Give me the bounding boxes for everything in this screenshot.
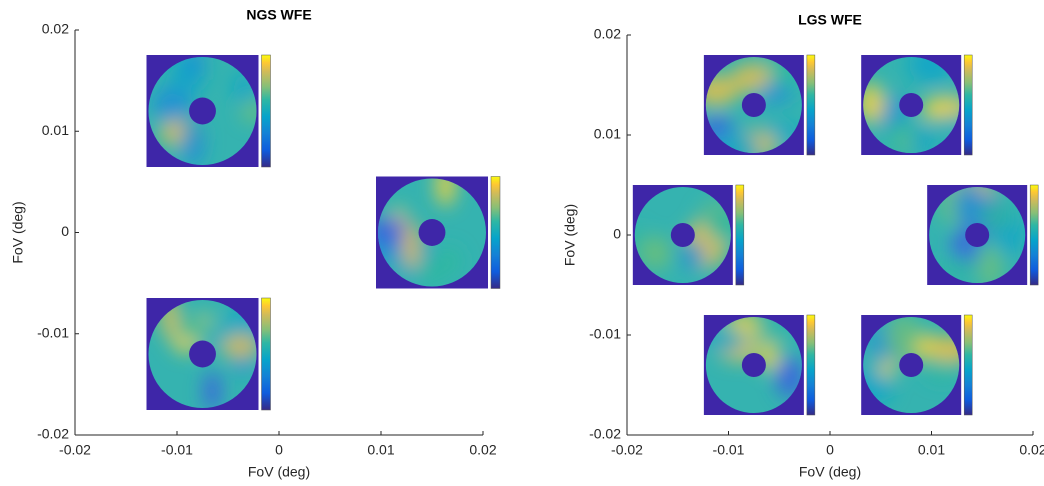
x-tick-label: 0.02	[469, 442, 496, 458]
map-hole	[418, 219, 446, 246]
map-texture	[378, 178, 462, 286]
y-tick-label: 0.01	[42, 122, 69, 138]
map-hole	[899, 353, 924, 377]
map-hole	[189, 340, 216, 368]
wavefront-map	[146, 54, 271, 168]
x-tick-label: -0.02	[611, 442, 643, 458]
map-texture	[161, 300, 257, 408]
y-tick-label: 0.01	[594, 126, 621, 142]
x-tick-label: -0.02	[59, 442, 91, 458]
y-tick-label: -0.02	[589, 426, 621, 442]
chart-panel: NGS WFE -0.02 -0.01 0 0.01 0.02 -0.02 -0.01 0 0.0…	[10, 7, 501, 480]
x-tick-label: 0.02	[1019, 442, 1044, 458]
map-hole	[965, 223, 990, 247]
x-axis-label: FoV (deg)	[799, 464, 861, 480]
map-blob	[179, 120, 206, 165]
colorbar	[806, 314, 816, 416]
map-blob	[712, 130, 760, 153]
wavefront-map	[861, 314, 973, 416]
map-blob	[639, 235, 672, 270]
map-hole	[899, 93, 924, 117]
map-blob	[928, 336, 960, 362]
map-blob	[923, 96, 960, 119]
y-tick-label: 0	[613, 226, 621, 242]
colorbar	[490, 176, 501, 289]
map-disc	[148, 300, 257, 408]
x-axis-label: FoV (deg)	[248, 464, 310, 480]
map-blob	[731, 62, 771, 93]
colorbar	[735, 184, 745, 286]
map-blob	[435, 178, 456, 207]
chart-title: NGS WFE	[246, 7, 311, 23]
map-hole	[189, 97, 216, 125]
y-tick-label: 0	[61, 223, 69, 239]
map-texture	[705, 57, 802, 153]
y-axis-label: FoV (deg)	[562, 204, 578, 266]
y-tick-label: -0.01	[589, 326, 621, 342]
map-blob	[240, 99, 257, 123]
colorbar	[261, 54, 271, 168]
colorbar	[963, 54, 973, 156]
x-tick-label: 0	[826, 442, 834, 458]
map-blob	[152, 84, 193, 125]
x-tick-label: -0.01	[161, 442, 193, 458]
y-axis-label: FoV (deg)	[10, 201, 26, 263]
map-blob	[878, 359, 896, 377]
wavefront-map	[861, 54, 973, 156]
x-tick-label: -0.01	[713, 442, 745, 458]
map-disc	[378, 178, 486, 287]
x-tick-label: 0.01	[918, 442, 945, 458]
wavefront-map	[376, 176, 501, 289]
x-tick-label: 0	[275, 442, 283, 458]
x-tick-label: 0.01	[367, 442, 394, 458]
wavefront-map	[632, 184, 745, 286]
colorbar	[806, 54, 816, 156]
map-texture	[863, 317, 960, 405]
colorbar	[963, 314, 973, 416]
map-blob	[169, 316, 215, 341]
map-disc	[863, 317, 960, 413]
map-blob	[884, 317, 921, 361]
map-blob	[910, 125, 935, 153]
map-blob	[705, 74, 739, 107]
map-blob	[203, 370, 222, 408]
y-tick-label: -0.01	[37, 324, 69, 340]
map-blob	[634, 226, 646, 256]
colorbar	[261, 297, 271, 411]
map-blob	[418, 258, 446, 286]
chart-panel: LGS WFE -0.02 -0.01 0 0.01 0.02 -0.02 -0.01 0 0.0…	[562, 12, 1044, 480]
map-blob	[908, 57, 954, 84]
map-blob	[704, 208, 731, 243]
map-blob	[925, 360, 960, 382]
map-blob	[756, 83, 793, 104]
chart-title: LGS WFE	[798, 12, 862, 28]
map-blob	[402, 222, 421, 271]
map-hole	[670, 223, 695, 247]
map-hole	[741, 93, 766, 117]
wavefront-map	[927, 184, 1039, 286]
map-blob	[378, 216, 413, 246]
y-tick-label: -0.02	[37, 426, 69, 442]
y-tick-label: 0.02	[594, 26, 621, 42]
wavefront-map	[703, 54, 816, 156]
wavefront-map	[703, 314, 816, 416]
wavefront-map	[146, 297, 271, 411]
map-blob	[978, 245, 1003, 283]
map-hole	[741, 353, 766, 377]
map-blob	[221, 334, 257, 359]
y-tick-label: 0.02	[42, 21, 69, 37]
map-blob	[976, 201, 1015, 232]
map-blob	[187, 57, 206, 75]
colorbar	[1029, 184, 1039, 286]
